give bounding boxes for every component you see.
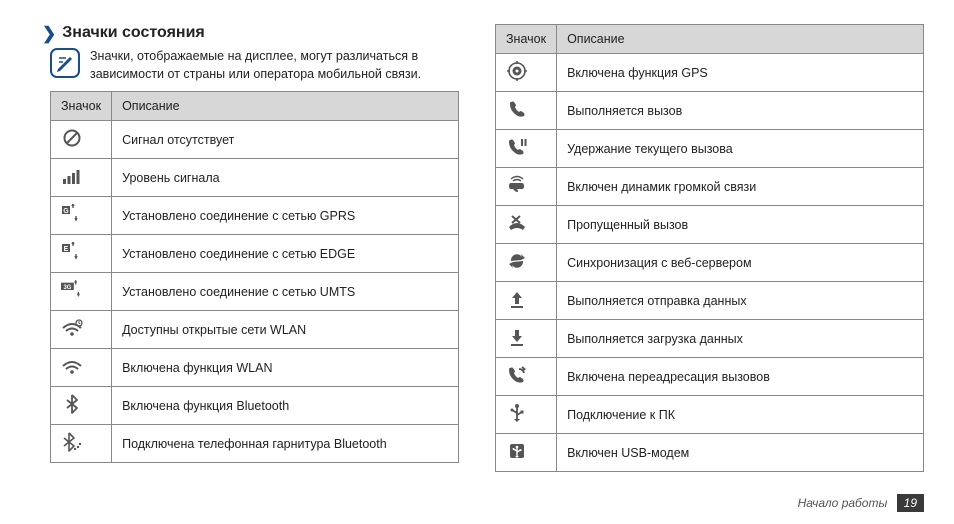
table-row: Включена переадресация вызовов bbox=[496, 358, 924, 396]
upload-icon bbox=[506, 289, 528, 309]
desc-cell: Выполняется вызов bbox=[557, 92, 924, 130]
table-row: Подключена телефонная гарнитура Bluetoot… bbox=[51, 425, 459, 463]
wlan-open-icon bbox=[61, 318, 83, 338]
umts-icon bbox=[61, 280, 83, 300]
icon-cell bbox=[496, 206, 557, 244]
speaker-call-icon bbox=[506, 175, 528, 195]
bluetooth-icon bbox=[61, 394, 83, 414]
table-row: Подключение к ПК bbox=[496, 396, 924, 434]
desc-cell: Установлено соединение с сетью EDGE bbox=[112, 235, 459, 273]
table-row: Включен USB-модем bbox=[496, 434, 924, 472]
heading-text: Значки состояния bbox=[62, 24, 204, 42]
icon-cell bbox=[51, 311, 112, 349]
icon-cell bbox=[51, 387, 112, 425]
table-row: Установлено соединение с сетью UMTS bbox=[51, 273, 459, 311]
usb-pc-icon bbox=[506, 403, 528, 423]
table-row: Доступны открытые сети WLAN bbox=[51, 311, 459, 349]
footer-label: Начало работы bbox=[798, 496, 888, 510]
edge-icon bbox=[61, 242, 83, 262]
table-row: Уровень сигнала bbox=[51, 159, 459, 197]
table-row: Установлено соединение с сетью EDGE bbox=[51, 235, 459, 273]
desc-cell: Выполняется загрузка данных bbox=[557, 320, 924, 358]
icon-cell bbox=[496, 92, 557, 130]
desc-cell: Включена функция WLAN bbox=[112, 349, 459, 387]
page-number-badge: 19 bbox=[897, 494, 924, 512]
section-heading: ❯ Значки состояния bbox=[42, 24, 459, 42]
icon-cell bbox=[51, 235, 112, 273]
icon-cell bbox=[496, 434, 557, 472]
left-icon-table: Значок Описание Сигнал отсутствуетУровен… bbox=[50, 91, 459, 463]
icon-cell bbox=[496, 244, 557, 282]
icon-cell bbox=[496, 130, 557, 168]
desc-cell: Установлено соединение с сетью UMTS bbox=[112, 273, 459, 311]
desc-cell: Включена функция GPS bbox=[557, 54, 924, 92]
note-text: Значки, отображаемые на дисплее, могут р… bbox=[90, 48, 459, 83]
desc-cell: Сигнал отсутствует bbox=[112, 121, 459, 159]
usb-modem-icon bbox=[506, 441, 528, 461]
note-row: Значки, отображаемые на дисплее, могут р… bbox=[50, 48, 459, 83]
table-row: Включена функция Bluetooth bbox=[51, 387, 459, 425]
icon-cell bbox=[51, 273, 112, 311]
icon-cell bbox=[496, 168, 557, 206]
call-icon bbox=[506, 99, 528, 119]
desc-cell: Подключение к ПК bbox=[557, 396, 924, 434]
table-row: Включен динамик громкой связи bbox=[496, 168, 924, 206]
icon-cell bbox=[496, 282, 557, 320]
left-column: ❯ Значки состояния Значки, отображаемые … bbox=[30, 24, 459, 472]
table-row: Сигнал отсутствует bbox=[51, 121, 459, 159]
right-icon-table: Значок Описание Включена функция GPSВыпо… bbox=[495, 24, 924, 472]
right-column: Значок Описание Включена функция GPSВыпо… bbox=[495, 24, 924, 472]
page-columns: ❯ Значки состояния Значки, отображаемые … bbox=[30, 24, 924, 472]
table-row: Установлено соединение с сетью GPRS bbox=[51, 197, 459, 235]
chevron-icon: ❯ bbox=[42, 25, 56, 42]
icon-cell bbox=[496, 358, 557, 396]
call-forward-icon bbox=[506, 365, 528, 385]
icon-cell bbox=[51, 159, 112, 197]
icon-cell bbox=[496, 54, 557, 92]
desc-cell: Доступны открытые сети WLAN bbox=[112, 311, 459, 349]
table-row: Выполняется загрузка данных bbox=[496, 320, 924, 358]
table-row: Выполняется вызов bbox=[496, 92, 924, 130]
desc-cell: Синхронизация с веб-сервером bbox=[557, 244, 924, 282]
desc-cell: Включен USB-модем bbox=[557, 434, 924, 472]
icon-cell bbox=[496, 320, 557, 358]
table-row: Выполняется отправка данных bbox=[496, 282, 924, 320]
desc-cell: Пропущенный вызов bbox=[557, 206, 924, 244]
col-desc-header: Описание bbox=[112, 92, 459, 121]
desc-cell: Включена функция Bluetooth bbox=[112, 387, 459, 425]
desc-cell: Удержание текущего вызова bbox=[557, 130, 924, 168]
desc-cell: Выполняется отправка данных bbox=[557, 282, 924, 320]
col-icon-header: Значок bbox=[51, 92, 112, 121]
col-icon-header: Значок bbox=[496, 25, 557, 54]
no-signal-icon bbox=[61, 128, 83, 148]
icon-cell bbox=[51, 121, 112, 159]
icon-cell bbox=[496, 396, 557, 434]
table-row: Включена функция WLAN bbox=[51, 349, 459, 387]
table-row: Синхронизация с веб-сервером bbox=[496, 244, 924, 282]
call-hold-icon bbox=[506, 137, 528, 157]
bt-headset-icon bbox=[61, 432, 83, 452]
sync-icon bbox=[506, 251, 528, 271]
desc-cell: Подключена телефонная гарнитура Bluetoot… bbox=[112, 425, 459, 463]
desc-cell: Уровень сигнала bbox=[112, 159, 459, 197]
desc-cell: Включена переадресация вызовов bbox=[557, 358, 924, 396]
gps-icon bbox=[506, 61, 528, 81]
table-row: Удержание текущего вызова bbox=[496, 130, 924, 168]
missed-call-icon bbox=[506, 213, 528, 233]
wlan-on-icon bbox=[61, 356, 83, 376]
desc-cell: Установлено соединение с сетью GPRS bbox=[112, 197, 459, 235]
table-row: Включена функция GPS bbox=[496, 54, 924, 92]
signal-bars-icon bbox=[61, 166, 83, 186]
icon-cell bbox=[51, 349, 112, 387]
page-footer: Начало работы 19 bbox=[30, 494, 924, 512]
table-row: Пропущенный вызов bbox=[496, 206, 924, 244]
gprs-icon bbox=[61, 204, 83, 224]
note-pencil-icon bbox=[50, 48, 80, 78]
icon-cell bbox=[51, 197, 112, 235]
col-desc-header: Описание bbox=[557, 25, 924, 54]
desc-cell: Включен динамик громкой связи bbox=[557, 168, 924, 206]
icon-cell bbox=[51, 425, 112, 463]
download-icon bbox=[506, 327, 528, 347]
